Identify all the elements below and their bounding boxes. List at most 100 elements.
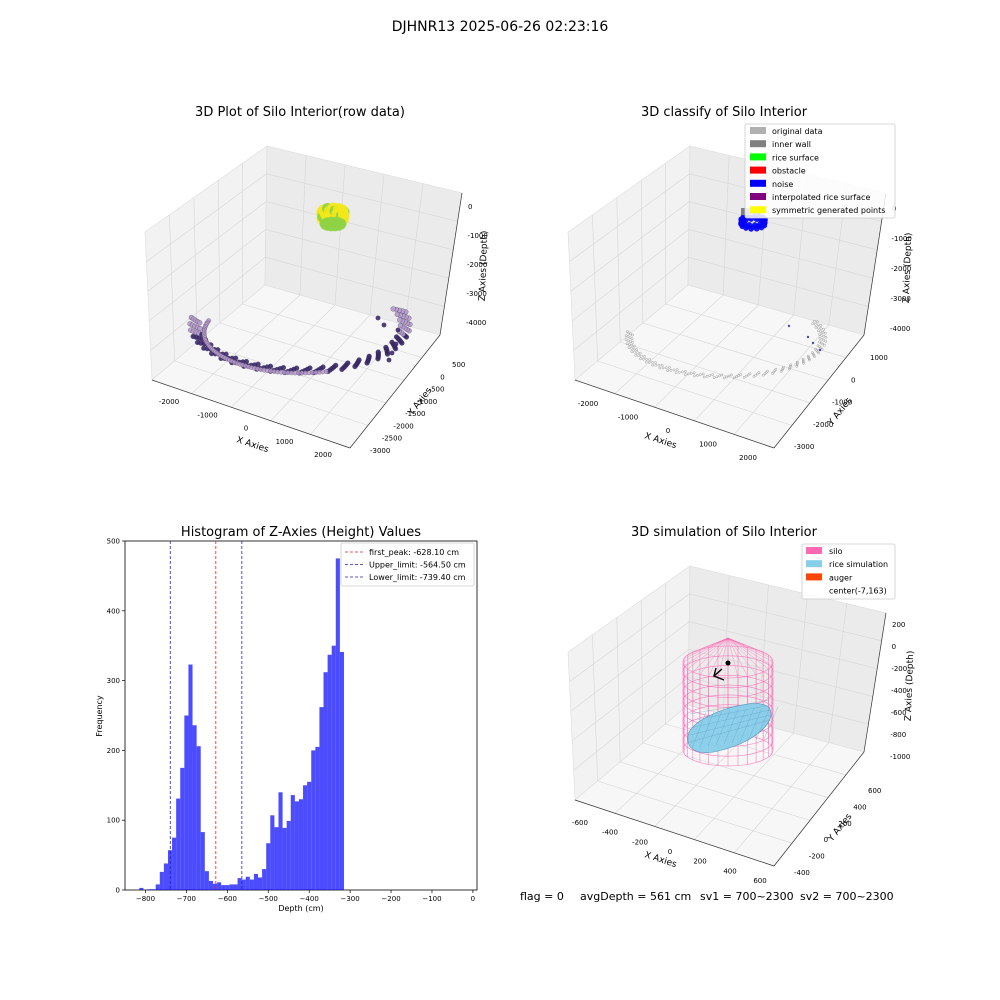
status-line: flag = 0 avgDepth = 561 cm sv1 = 700~230… <box>520 890 894 903</box>
point-original <box>630 347 633 350</box>
point-original <box>631 341 635 344</box>
grid-line <box>169 214 175 362</box>
grid-line <box>149 229 266 322</box>
legend-frame <box>801 543 896 600</box>
y-tick-label-classify: 1000 <box>870 354 888 362</box>
legend-swatch <box>750 140 766 148</box>
point-original <box>686 372 690 376</box>
y-tick-label-classify: -1000 <box>832 399 852 407</box>
grid-line <box>569 173 690 262</box>
grid-line <box>640 180 644 324</box>
grid-line <box>265 256 445 307</box>
histogram-bar <box>225 885 230 890</box>
grid-line <box>230 304 336 408</box>
grid-line <box>665 303 847 358</box>
histogram-bar <box>270 815 275 890</box>
histogram-bar <box>327 654 332 890</box>
grid-line <box>688 676 869 725</box>
point-original <box>742 375 746 379</box>
grid-line <box>265 229 449 279</box>
histogram-bar <box>294 801 299 890</box>
grid-line <box>146 173 267 262</box>
histogram-bar <box>163 863 168 890</box>
histogram-bar <box>139 887 144 890</box>
histogram-bar <box>298 799 304 890</box>
point-original <box>684 370 687 373</box>
point-original <box>822 334 826 338</box>
point-original <box>816 344 820 347</box>
silo-roof-line <box>727 637 769 670</box>
legend-label: auger <box>829 573 853 582</box>
point-original <box>669 368 673 372</box>
point-ring <box>320 364 326 370</box>
legend-label: Lower_limit: -739.40 cm <box>369 573 466 582</box>
histogram-bar <box>331 645 336 890</box>
x-tick-label-classify: 0 <box>666 427 670 435</box>
z-tick-label-simulation: -400 <box>891 687 907 695</box>
grid-line <box>570 201 690 292</box>
zlabel-classify: Z Axies (Depth) <box>902 233 914 304</box>
point-original <box>818 340 821 344</box>
point-original <box>661 366 665 370</box>
point-original <box>824 335 828 339</box>
point-original <box>674 371 678 375</box>
point-ring <box>394 311 400 317</box>
ylabel-simulation: Y Axies <box>826 812 855 845</box>
point-ring <box>393 341 399 347</box>
y-tick-label-simulation: 200 <box>838 820 851 828</box>
point-original <box>642 357 645 361</box>
point-original <box>640 354 643 358</box>
histogram-bar <box>188 664 193 890</box>
z-tick-label-raw: -1000 <box>468 232 488 240</box>
grid-line <box>688 229 873 279</box>
panel-title-histogram: Histogram of Z-Axies (Height) Values <box>181 525 421 540</box>
histogram-bar <box>176 798 181 890</box>
rice-mesh-line <box>763 706 779 740</box>
x-tick-label: −300 <box>340 895 359 903</box>
grid-line <box>174 360 369 426</box>
grid-line <box>722 155 730 296</box>
y-axis-line <box>773 334 865 449</box>
z-tick-label-simulation: 200 <box>892 621 905 629</box>
x-tick-label-raw: 1000 <box>276 438 294 446</box>
point-original <box>774 368 778 371</box>
legend-swatch <box>750 153 766 161</box>
x-tick-label-simulation: 0 <box>668 848 672 856</box>
point-original <box>782 365 785 369</box>
histogram-bar <box>167 850 173 890</box>
z-tick-label-raw: -3000 <box>467 290 487 298</box>
grid-line <box>654 304 759 408</box>
point-original <box>647 360 651 364</box>
panel-histogram: Histogram of Z-Axies (Height) Values −80… <box>95 525 478 913</box>
point-ring <box>243 358 249 365</box>
point-original <box>692 371 696 375</box>
histogram-bar <box>278 792 283 890</box>
y-tick-label-simulation: 400 <box>853 803 866 811</box>
point-original <box>802 360 805 364</box>
grid-line <box>266 173 458 222</box>
point-original <box>664 366 668 370</box>
rice-mesh-line <box>747 707 763 742</box>
rice-mesh-line <box>731 708 747 744</box>
y-tick-label-simulation: 600 <box>868 787 881 795</box>
point-original <box>715 375 719 379</box>
xlabel-classify: X Axies <box>643 431 678 451</box>
point-original <box>630 344 634 347</box>
panel-title-classify: 3D classify of Silo Interior <box>641 105 808 120</box>
y-tick-label: 400 <box>107 607 120 615</box>
rice-mesh-line <box>715 710 731 746</box>
x-axis-line <box>151 379 351 449</box>
point-original <box>748 372 752 376</box>
point-original <box>660 363 664 367</box>
point-original <box>821 331 825 334</box>
grid-line <box>299 155 307 296</box>
histogram-bar <box>204 871 209 890</box>
y-tick-label-raw: -2500 <box>382 435 402 443</box>
silo-roof-line <box>692 637 729 673</box>
histogram-bar <box>303 785 308 890</box>
point-original <box>708 374 712 377</box>
point-original <box>699 373 702 376</box>
x-axis-line <box>574 799 775 867</box>
status-avg-depth: avgDepth = 561 cm <box>580 890 691 903</box>
point-original <box>818 336 822 340</box>
